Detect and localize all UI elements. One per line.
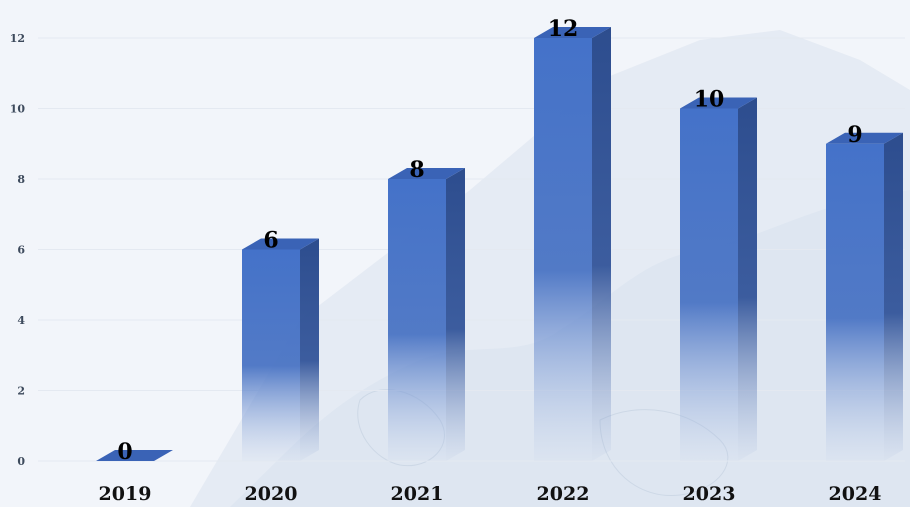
x-tick-label: 2022 (537, 483, 590, 505)
bars (96, 27, 903, 461)
bar-side-face (300, 238, 319, 461)
y-axis: 0 2 4 6 8 10 12 (10, 32, 26, 468)
data-label: 12 (548, 16, 579, 42)
bar-side-face (446, 168, 465, 461)
bar-front-face (242, 249, 300, 461)
bar-top-face (534, 27, 611, 38)
bar-2024 (826, 132, 903, 461)
bar-top-face (680, 97, 757, 109)
bar-2022 (534, 27, 611, 461)
x-tick-label: 2023 (683, 483, 736, 505)
x-tick-label: 2024 (829, 483, 882, 505)
y-tick-label: 0 (17, 455, 25, 468)
bar-front-face (534, 38, 592, 461)
y-tick-label: 10 (10, 103, 26, 116)
data-label: 10 (694, 87, 725, 113)
x-tick-label: 2019 (99, 483, 152, 505)
data-label: 8 (409, 157, 424, 183)
bar-2019 (96, 450, 173, 461)
bar-top-face (388, 168, 465, 179)
data-label: 9 (847, 122, 862, 148)
x-tick-label: 2021 (391, 483, 444, 505)
x-tick-label: 2020 (245, 483, 298, 505)
bar-2023 (680, 97, 757, 461)
bar-2020 (242, 238, 319, 461)
x-axis: 2019 2020 2021 2022 2023 2024 (99, 483, 882, 505)
y-tick-label: 4 (17, 314, 25, 327)
y-tick-label: 2 (17, 385, 25, 398)
bar-side-face (738, 97, 757, 461)
data-label: 6 (263, 228, 278, 254)
bar-front-face (388, 179, 446, 461)
bar-side-face (592, 27, 611, 461)
bar-top-face (96, 450, 173, 461)
bar-front-face (680, 108, 738, 461)
bar-side-face (884, 132, 903, 461)
grid-lines (38, 37, 905, 462)
bar-2021 (388, 168, 465, 461)
data-label: 0 (117, 439, 132, 465)
bar-front-face (826, 143, 884, 461)
bar-top-face (242, 238, 319, 250)
y-tick-label: 8 (17, 173, 25, 186)
bar-top-face (826, 132, 903, 144)
y-tick-label: 12 (10, 32, 25, 45)
data-labels: 0 6 8 12 10 9 (117, 16, 862, 465)
y-tick-label: 6 (17, 244, 25, 257)
